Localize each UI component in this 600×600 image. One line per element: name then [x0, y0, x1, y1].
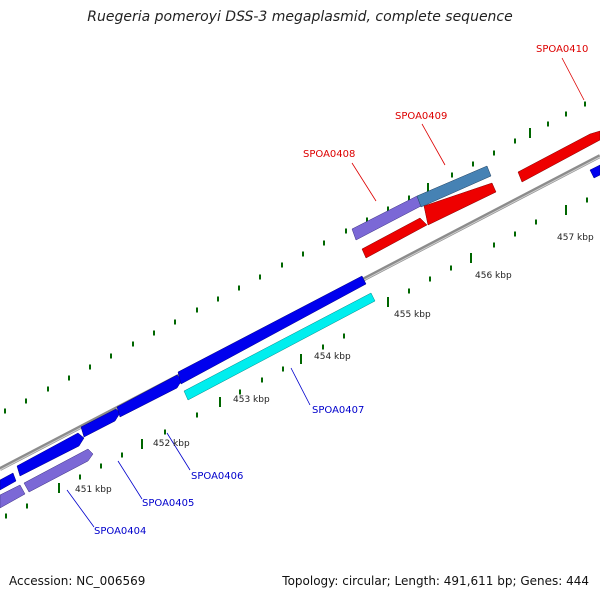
- gene-label: SPOA0410: [536, 44, 588, 55]
- gene-blue-3: [80, 408, 121, 438]
- accession-text: Accession: NC_006569: [9, 574, 146, 588]
- gene-purple-1: [0, 484, 26, 509]
- kbp-label: 451 kbp: [75, 485, 112, 495]
- gene-labels: SPOA0404 SPOA0405 SPOA0406 SPOA0407 SPOA…: [94, 44, 588, 537]
- gene-steelblue: [416, 165, 492, 208]
- kbp-label: 452 kbp: [153, 439, 190, 449]
- gene-red-1: [361, 217, 428, 259]
- kbp-label: 453 kbp: [233, 395, 270, 405]
- inner-tick-row: [5, 196, 588, 520]
- gene-label: SPOA0405: [142, 498, 194, 509]
- gene-blue-2: [16, 432, 85, 477]
- gene-cyan: [183, 292, 376, 401]
- summary-text: Topology: circular; Length: 491,611 bp; …: [282, 574, 589, 588]
- gene-label: SPOA0404: [94, 526, 146, 537]
- gene-blue-4: [116, 374, 183, 418]
- leader-lines: [66, 57, 585, 528]
- gene-arrows: [0, 130, 600, 509]
- gene-label: SPOA0407: [312, 405, 364, 416]
- gene-label: SPOA0408: [303, 149, 355, 160]
- gene-blue-edge: [589, 164, 600, 179]
- kbp-labels: 451 kbp 452 kbp 453 kbp 454 kbp 455 kbp …: [75, 233, 594, 495]
- kbp-label: 457 kbp: [557, 233, 594, 243]
- gene-red-3: [517, 130, 600, 183]
- outer-tick-row: [4, 100, 586, 415]
- page-title: Ruegeria pomeroyi DSS-3 megaplasmid, com…: [87, 9, 513, 25]
- kbp-label: 455 kbp: [394, 310, 431, 320]
- gene-blue-5: [177, 275, 367, 385]
- gene-purple-2: [23, 448, 94, 493]
- kbp-label: 456 kbp: [475, 271, 512, 281]
- gene-label: SPOA0409: [395, 111, 447, 122]
- gene-red-2: [423, 182, 497, 226]
- gene-label: SPOA0406: [191, 471, 243, 482]
- gene-blue-1: [0, 472, 17, 491]
- kbp-label: 454 kbp: [314, 352, 351, 362]
